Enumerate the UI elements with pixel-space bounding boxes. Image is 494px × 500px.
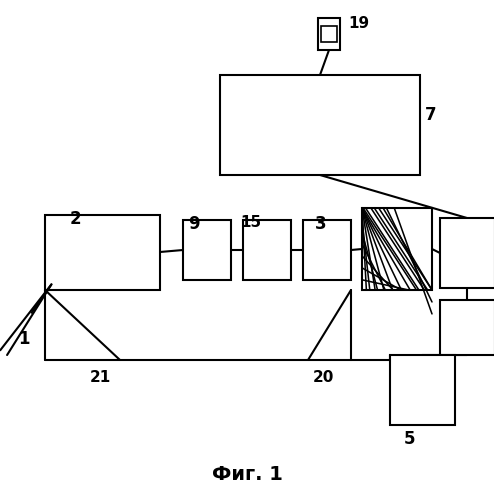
Text: 19: 19 <box>348 16 369 31</box>
Text: 21: 21 <box>90 370 111 385</box>
Bar <box>220 75 420 175</box>
Text: 20: 20 <box>313 370 334 385</box>
Text: 5: 5 <box>404 430 415 448</box>
Text: 7: 7 <box>425 106 437 124</box>
Bar <box>440 300 494 355</box>
Bar <box>318 18 340 50</box>
Bar <box>45 215 160 290</box>
Text: 1: 1 <box>18 330 30 348</box>
Bar <box>183 220 231 280</box>
Text: 9: 9 <box>188 215 200 233</box>
Text: 2: 2 <box>70 210 82 228</box>
Text: 15: 15 <box>240 215 261 230</box>
Bar <box>303 220 351 280</box>
Text: 3: 3 <box>315 215 327 233</box>
Bar <box>440 218 494 288</box>
Bar <box>243 220 291 280</box>
Text: Фиг. 1: Фиг. 1 <box>211 466 283 484</box>
Bar <box>321 26 337 42</box>
Bar <box>362 208 432 290</box>
Bar <box>390 355 455 425</box>
